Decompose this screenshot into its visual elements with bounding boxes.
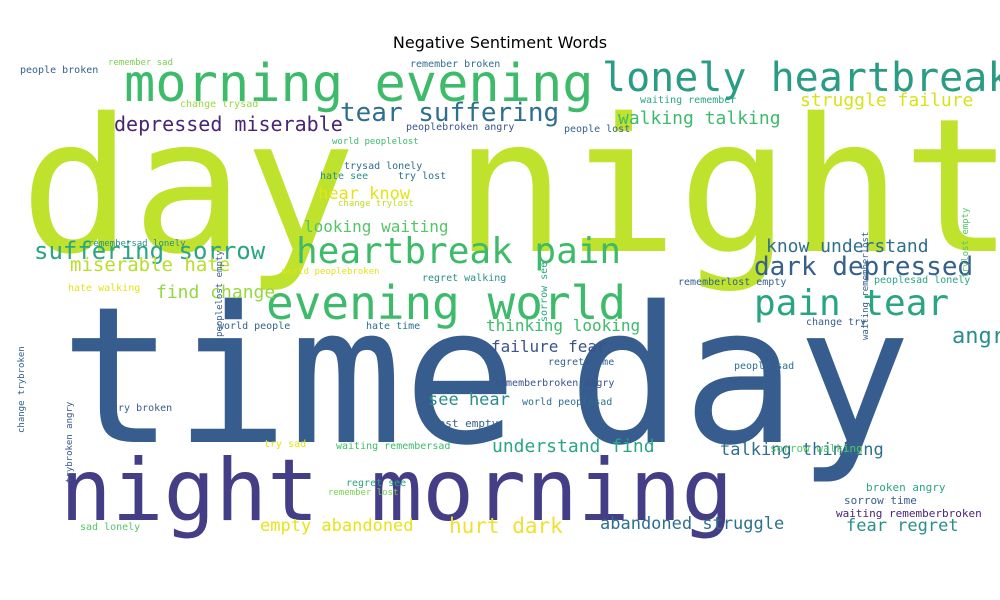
cloud-word: sorrow time: [844, 494, 917, 507]
cloud-word: trybroken angry: [65, 401, 75, 483]
cloud-word: time: [60, 266, 518, 487]
cloud-word: try broken: [112, 403, 173, 414]
cloud-word: night morning: [60, 441, 734, 541]
cloud-word: walking talking: [618, 108, 781, 129]
cloud-word: trysad lonely: [344, 161, 423, 172]
cloud-word: change try: [806, 317, 867, 328]
cloud-word: lonely heartbreak: [602, 55, 1000, 101]
cloud-word: hate time: [366, 321, 421, 332]
cloud-word: see hear: [428, 390, 510, 410]
cloud-word: sorrow walking: [770, 442, 863, 455]
cloud-word: fear regret: [846, 516, 959, 536]
cloud-word: change trybroken: [17, 346, 27, 433]
cloud-word: lost empty: [432, 417, 499, 430]
cloud-word: rememberbroken angry: [494, 378, 615, 389]
cloud-word: rememberlost empty: [678, 277, 787, 288]
cloud-word: hate walking: [68, 283, 141, 294]
cloud-word: peoplebroken angry: [406, 122, 515, 133]
cloud-word: regret walking: [422, 273, 507, 284]
cloud-word: day: [20, 78, 356, 295]
cloud-word: night: [454, 78, 1000, 295]
cloud-word: remember broken: [410, 59, 501, 70]
cloud-word: change trylost: [338, 199, 414, 209]
cloud-word: find change: [156, 282, 276, 303]
cloud-word: hate see: [320, 171, 369, 182]
cloud-word: regret see: [346, 478, 407, 489]
cloud-word: try sad: [264, 439, 307, 450]
cloud-word: remember sad: [108, 58, 174, 68]
cloud-word: world peoplebroken: [282, 267, 380, 277]
cloud-word: people lost: [564, 124, 631, 135]
cloud-word: sad lonely: [80, 522, 141, 533]
cloud-word: world peoplesad: [522, 397, 613, 408]
cloud-word: broken angry: [866, 481, 946, 494]
cloud-word: tear suffering: [340, 98, 560, 128]
cloud-word: thinking looking: [486, 316, 641, 335]
cloud-word: waiting remembersad: [336, 441, 451, 452]
cloud-word: people sad: [734, 361, 795, 372]
cloud-word: empty abandoned: [260, 516, 414, 536]
cloud-word: remember lost: [328, 488, 399, 498]
cloud-word: angry hurt: [952, 324, 1000, 349]
cloud-word: looking waiting: [304, 217, 449, 236]
cloud-word: talking thinking: [720, 440, 884, 460]
word-cloud: day night time day night morning morning…: [14, 54, 1000, 546]
cloud-word: hurt dark: [449, 514, 563, 538]
cloud-word: waiting remember: [640, 95, 737, 106]
cloud-word: hear know: [318, 184, 411, 204]
cloud-word: understand find: [492, 436, 655, 457]
cloud-word: trylost empty: [961, 207, 971, 278]
cloud-word: day: [568, 266, 912, 487]
cloud-word: dark depressed: [754, 252, 974, 282]
cloud-word: regret time: [548, 357, 615, 368]
cloud-word: try lost: [398, 171, 447, 182]
cloud-word: peoplesad lonely: [874, 275, 971, 286]
cloud-word: people broken: [20, 65, 99, 76]
cloud-word: depressed miserable: [114, 112, 343, 136]
cloud-word: struggle failure: [800, 90, 974, 111]
cloud-word: suffering sorrow: [34, 237, 266, 265]
cloud-word: world peoplelost: [332, 137, 419, 147]
cloud-word: miserable hate: [70, 254, 231, 276]
cloud-word: change trysad: [180, 99, 259, 110]
cloud-word: evening world: [266, 276, 627, 330]
cloud-word: waiting rememberbroken: [836, 507, 982, 520]
cloud-word: know understand: [766, 236, 929, 257]
cloud-word: failure fear: [491, 337, 607, 356]
cloud-word: remembersad lonely: [88, 239, 186, 249]
cloud-word: sorrow see: [539, 261, 550, 322]
chart-title: Negative Sentiment Words: [392, 33, 608, 52]
cloud-word: pain tear: [754, 283, 950, 324]
cloud-word: morning evening: [124, 54, 594, 114]
cloud-word: heartbreak pain: [296, 231, 622, 272]
cloud-word: abandoned struggle: [600, 514, 785, 534]
cloud-word: world people: [218, 321, 291, 332]
